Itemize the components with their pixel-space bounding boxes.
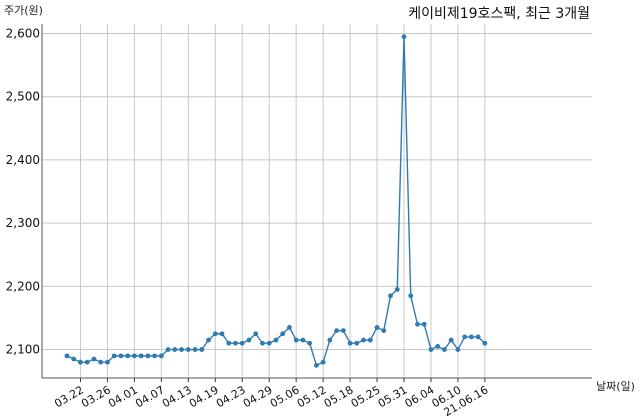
- x-tick-labels: 03.2203.2604.0104.0704.1304.1904.2304.29…: [52, 383, 490, 419]
- data-point: [253, 331, 259, 337]
- y-tick-label: 2,500: [6, 90, 40, 104]
- data-point: [442, 347, 447, 352]
- data-point: [381, 328, 387, 333]
- grid-lines: [42, 24, 592, 378]
- data-point: [185, 347, 191, 352]
- data-point: [469, 334, 474, 340]
- y-tick-label: 2,600: [6, 26, 40, 40]
- data-point: [327, 337, 333, 343]
- data-point: [307, 340, 313, 346]
- data-point: [421, 321, 427, 327]
- data-point: [374, 325, 380, 330]
- data-point: [300, 337, 306, 343]
- data-point: [347, 340, 353, 346]
- data-point: [340, 328, 346, 333]
- y-axis-label: 주가(원): [4, 4, 43, 17]
- x-tick-label: 04.29: [241, 383, 275, 410]
- data-point: [394, 287, 400, 292]
- data-point: [313, 362, 319, 368]
- x-tick-label: 04.19: [187, 383, 221, 410]
- data-point: [98, 359, 104, 365]
- data-point: [367, 337, 373, 343]
- y-tick-label: 2,100: [6, 343, 40, 357]
- x-tick-label: 04.01: [106, 383, 140, 410]
- data-point: [239, 340, 245, 346]
- data-point: [260, 340, 265, 346]
- data-point: [138, 353, 144, 359]
- data-point: [293, 337, 299, 343]
- x-tick-label: 05.18: [322, 383, 356, 410]
- data-point: [415, 321, 420, 327]
- data-point: [246, 337, 252, 343]
- price-line: [66, 36, 486, 367]
- data-point: [354, 340, 360, 346]
- data-point: [388, 293, 393, 299]
- x-tick-label: 03.22: [52, 383, 86, 410]
- x-tick-label: 03.26: [79, 383, 113, 410]
- x-tick-label: 05.31: [376, 383, 410, 410]
- data-point: [172, 347, 178, 352]
- x-axis-label: 날짜(일): [596, 379, 635, 393]
- data-point: [199, 347, 205, 352]
- data-point: [84, 359, 90, 365]
- data-point: [455, 347, 461, 352]
- data-point: [273, 337, 279, 343]
- data-point: [132, 353, 137, 359]
- x-tick-label: 05.25: [349, 383, 383, 410]
- data-point: [64, 353, 70, 359]
- data-point: [125, 353, 131, 359]
- data-point: [219, 331, 225, 337]
- price-series: [64, 34, 488, 368]
- data-point: [320, 359, 326, 365]
- y-tick-label: 2,200: [6, 279, 40, 293]
- data-point: [233, 340, 238, 346]
- data-point: [475, 334, 481, 340]
- data-point: [105, 359, 110, 365]
- data-point: [435, 343, 441, 349]
- y-tick-labels: 2,100 2,200 2,300 2,400 2,500 2,600: [6, 26, 40, 356]
- data-point: [165, 347, 171, 352]
- data-point: [408, 293, 414, 299]
- data-point: [192, 347, 198, 352]
- x-tick-label: 04.07: [133, 383, 167, 410]
- data-point: [448, 337, 454, 343]
- x-tick-label: 04.13: [160, 383, 194, 410]
- data-point: [152, 353, 158, 359]
- data-point: [71, 356, 77, 362]
- y-tick-label: 2,400: [6, 153, 40, 167]
- data-point: [212, 331, 218, 337]
- data-point: [361, 337, 366, 343]
- data-point: [118, 353, 124, 359]
- data-point: [401, 34, 407, 40]
- data-point: [91, 356, 97, 362]
- data-point: [145, 353, 151, 359]
- data-point: [206, 337, 211, 343]
- data-point: [287, 325, 292, 330]
- data-point: [428, 347, 434, 352]
- data-point: [280, 331, 286, 337]
- data-point: [226, 340, 232, 346]
- data-point: [462, 334, 468, 340]
- x-tick-label: 05.06: [268, 383, 302, 410]
- data-point: [482, 340, 488, 346]
- data-point: [78, 359, 83, 365]
- y-tick-label: 2,300: [6, 216, 40, 230]
- chart-title: 케이비제19호스팩, 최근 3개월: [408, 6, 590, 22]
- data-point: [334, 328, 339, 333]
- x-tick-label: 05.12: [295, 383, 329, 410]
- data-point: [111, 353, 117, 359]
- data-point: [158, 353, 164, 359]
- data-point: [179, 347, 184, 352]
- x-tick-label: 06.04: [403, 383, 437, 410]
- data-point: [266, 340, 272, 346]
- axes: [41, 24, 592, 382]
- x-tick-label: 04.23: [214, 383, 248, 410]
